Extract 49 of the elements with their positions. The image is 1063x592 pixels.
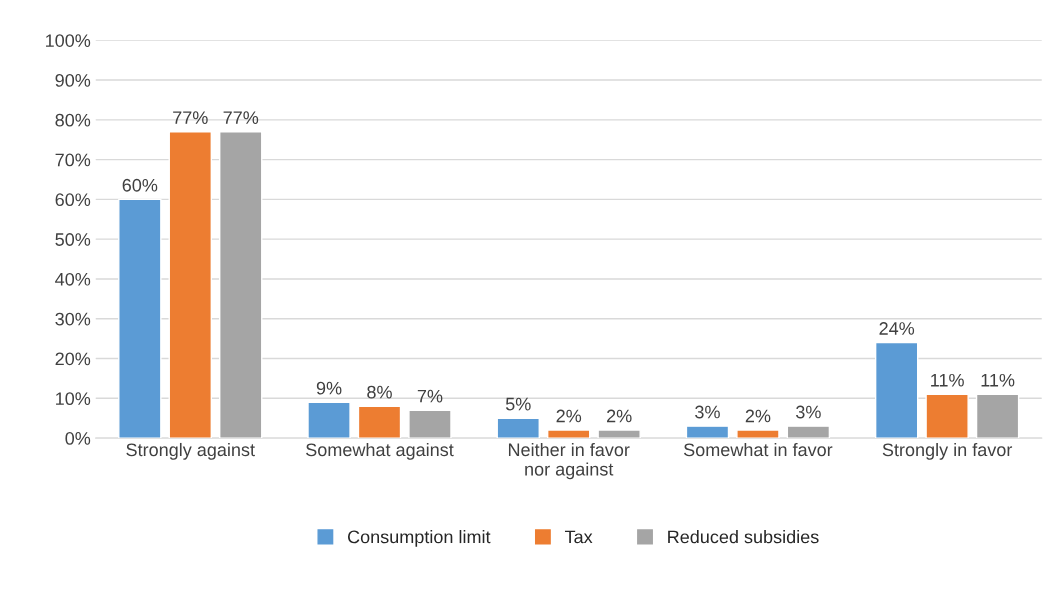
x-tick-label: Somewhat against <box>306 442 454 460</box>
data-label: 3% <box>695 405 720 419</box>
bar <box>975 393 1020 439</box>
data-label: 77% <box>173 111 208 124</box>
y-tick-label: 50% <box>55 233 91 246</box>
y-tick-label: 10% <box>56 392 91 406</box>
bar <box>925 393 969 439</box>
bar <box>408 409 452 439</box>
y-tick-label: 40% <box>55 272 91 286</box>
bar <box>168 131 212 439</box>
bar <box>307 401 351 439</box>
bar <box>496 417 540 439</box>
data-label: 8% <box>367 385 392 399</box>
bar <box>546 429 591 439</box>
y-tick-label: 80% <box>55 113 91 127</box>
legend-label: Consumption limit <box>347 530 491 547</box>
data-label: 2% <box>745 409 771 423</box>
data-label: 5% <box>505 397 531 411</box>
y-tick-label: 0% <box>65 432 91 445</box>
y-tick-label: 100% <box>46 34 91 47</box>
data-label: 3% <box>796 405 821 419</box>
data-label: 77% <box>223 111 259 124</box>
x-tick-label: Strongly in favor <box>882 442 1013 460</box>
data-label: 2% <box>607 409 632 423</box>
data-label: 11% <box>931 373 964 387</box>
y-tick-label: 70% <box>55 153 91 167</box>
data-label: 60% <box>122 178 158 192</box>
x-tick-label: Strongly against <box>126 442 255 460</box>
legend-label: Reduced subsidies <box>668 530 819 544</box>
bar <box>874 341 919 439</box>
bar <box>219 131 263 439</box>
bar <box>685 425 730 439</box>
legend-label: Tax <box>564 530 593 544</box>
bar <box>357 405 402 439</box>
data-label: 2% <box>556 409 582 423</box>
data-label: 11% <box>981 373 1015 387</box>
y-tick-label: 60% <box>55 193 91 207</box>
data-label: 7% <box>417 389 443 403</box>
bar <box>118 198 162 439</box>
data-label: 24% <box>879 322 915 335</box>
y-tick-label: 90% <box>55 73 91 87</box>
bar <box>597 429 641 439</box>
y-tick-label: 30% <box>55 312 91 326</box>
y-tick-label: 20% <box>55 352 91 366</box>
x-tick-label: Neither in favor nor against <box>508 442 630 480</box>
bar <box>786 425 831 439</box>
data-label: 9% <box>316 381 342 395</box>
x-tick-label: Somewhat in favor <box>683 442 833 457</box>
bar <box>736 429 780 439</box>
